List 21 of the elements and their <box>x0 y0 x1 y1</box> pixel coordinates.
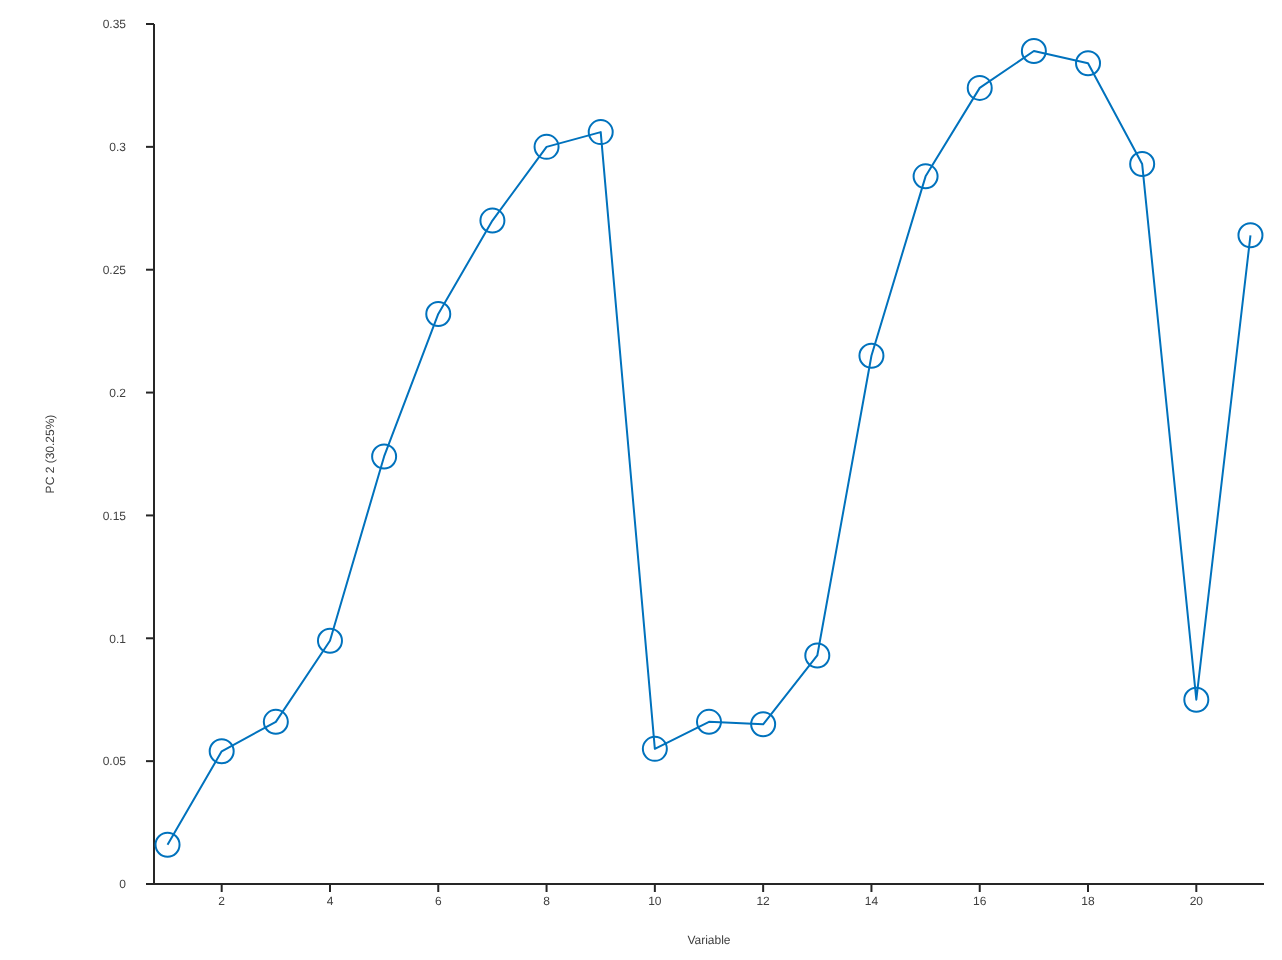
point <box>587 119 614 146</box>
point <box>966 74 993 101</box>
point <box>641 735 668 762</box>
point <box>479 207 506 234</box>
point <box>804 642 831 669</box>
point <box>316 627 343 654</box>
point <box>912 163 939 190</box>
point <box>533 133 560 160</box>
point <box>154 831 181 858</box>
point <box>1129 151 1156 178</box>
point <box>1020 38 1047 65</box>
point <box>262 708 289 735</box>
point <box>208 738 235 765</box>
point <box>371 443 398 470</box>
point <box>1183 686 1210 713</box>
point <box>1237 222 1264 249</box>
point <box>425 300 452 327</box>
point <box>858 342 885 369</box>
point <box>1075 50 1102 77</box>
point <box>696 708 722 735</box>
point <box>750 711 777 738</box>
